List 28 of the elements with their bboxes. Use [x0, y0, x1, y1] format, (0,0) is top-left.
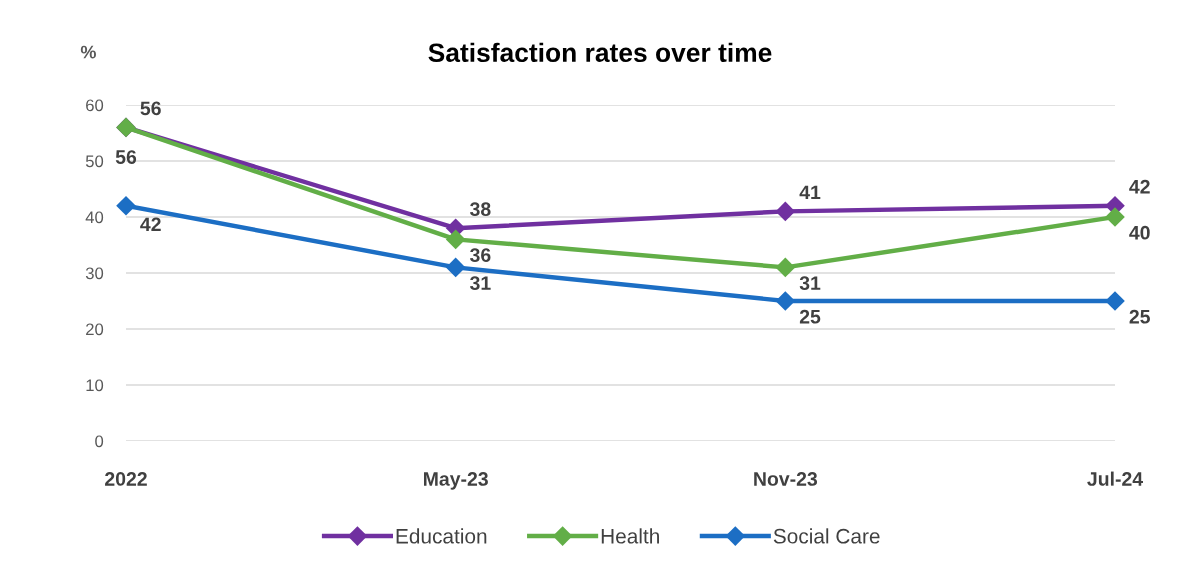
data-label: 31 — [470, 276, 491, 291]
data-label: 38 — [470, 202, 491, 217]
y-tick-label: 60 — [86, 99, 104, 112]
legend-label: Health — [601, 528, 659, 544]
data-label: 40 — [1129, 225, 1150, 240]
x-tick-label: Nov-23 — [754, 472, 818, 486]
x-tick-label: May-23 — [424, 472, 488, 490]
data-label: 41 — [799, 185, 821, 200]
data-label: 42 — [140, 217, 161, 231]
x-tick-label: Jul-24 — [1087, 471, 1143, 486]
data-label: 25 — [799, 309, 821, 324]
y-tick-label: 40 — [85, 211, 104, 224]
data-label: 56 — [140, 101, 161, 116]
data-label: 25 — [1129, 309, 1150, 324]
y-tick-label: 50 — [85, 155, 104, 168]
y-axis-title: % — [80, 45, 96, 59]
y-tick-label: 30 — [85, 267, 104, 280]
legend-label: Education — [396, 528, 487, 544]
y-tick-label: 0 — [95, 435, 104, 448]
y-tick-label: 20 — [86, 323, 104, 336]
legend-label: Social Care — [773, 528, 880, 544]
data-label: 56 — [115, 150, 137, 164]
chart-title: Satisfaction rates over time — [428, 42, 772, 63]
x-tick-label: 2022 — [105, 472, 147, 486]
data-label: 31 — [799, 276, 821, 291]
data-label: 36 — [470, 248, 491, 263]
data-label: 42 — [1129, 179, 1150, 194]
y-tick-label: 10 — [86, 379, 104, 392]
